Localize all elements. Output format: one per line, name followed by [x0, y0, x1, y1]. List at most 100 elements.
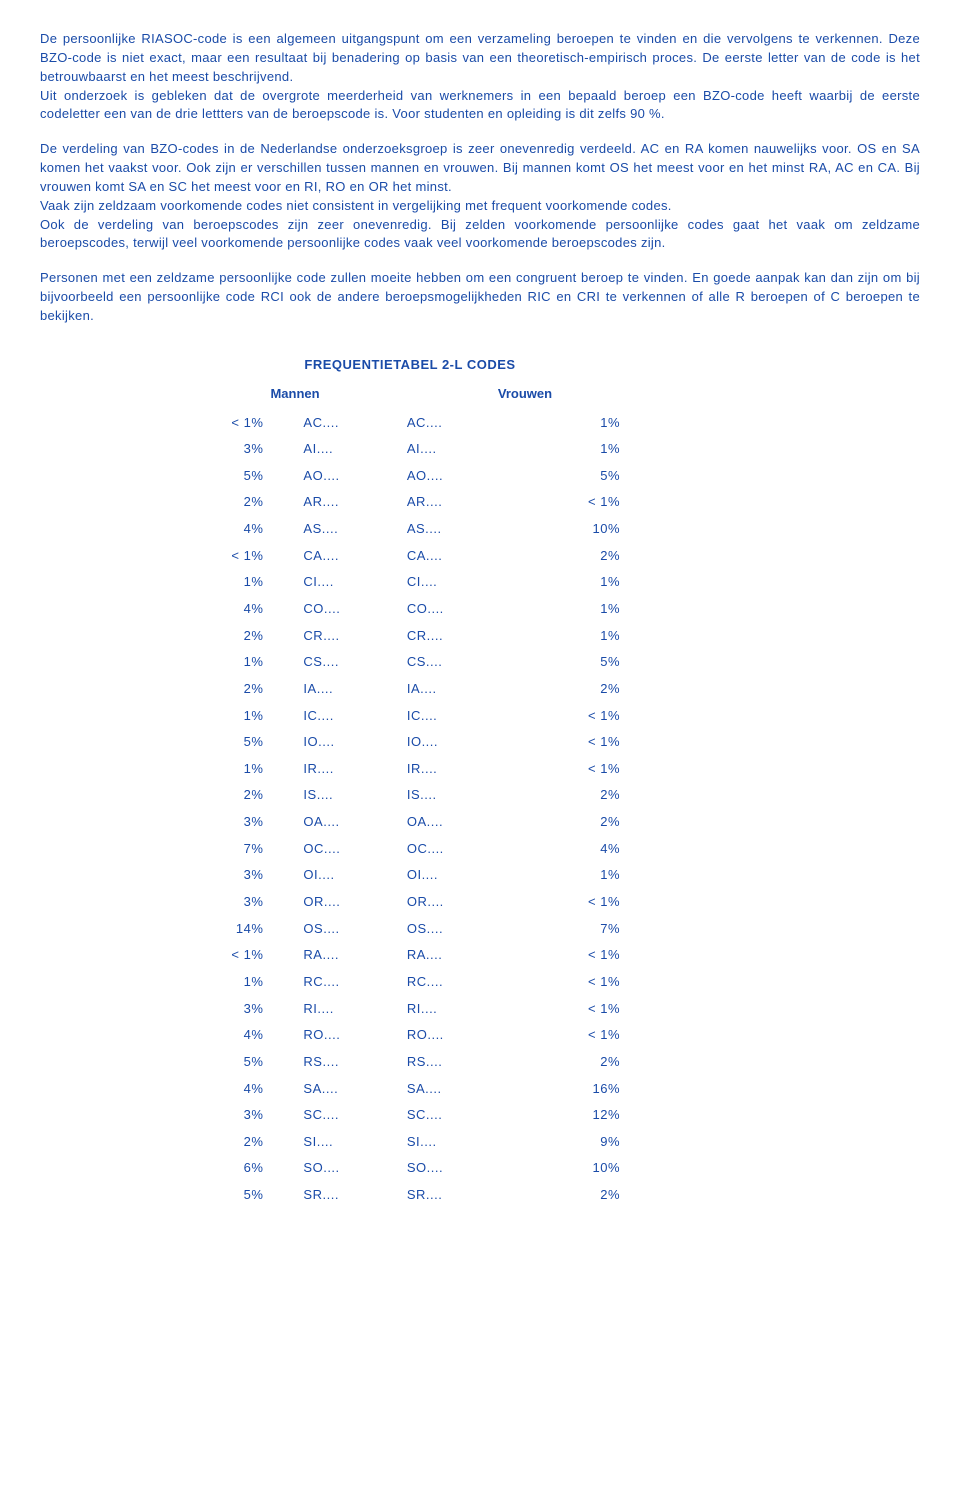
men-percent: 5%	[180, 729, 303, 756]
code-men: IS....	[303, 782, 386, 809]
table-row: 4%AS....AS....10%	[180, 516, 640, 543]
men-percent: 4%	[180, 1076, 303, 1103]
men-percent: 3%	[180, 1102, 303, 1129]
women-percent: 7%	[509, 916, 640, 943]
table-row: 2%SI....SI....9%	[180, 1129, 640, 1156]
men-percent: 2%	[180, 1129, 303, 1156]
code-men: SR....	[303, 1182, 386, 1209]
code-women: OA....	[387, 809, 509, 836]
women-percent: 2%	[509, 782, 640, 809]
women-percent: 5%	[509, 649, 640, 676]
women-percent: < 1%	[509, 729, 640, 756]
men-percent: < 1%	[180, 410, 303, 437]
table-row: 7%OC....OC....4%	[180, 836, 640, 863]
code-women: IR....	[387, 756, 509, 783]
code-men: CI....	[303, 569, 386, 596]
code-men: IC....	[303, 703, 386, 730]
men-percent: 7%	[180, 836, 303, 863]
table-row: 2%AR....AR....< 1%	[180, 489, 640, 516]
code-women: CO....	[387, 596, 509, 623]
women-percent: < 1%	[509, 942, 640, 969]
table-row: 3%OR....OR....< 1%	[180, 889, 640, 916]
code-men: CS....	[303, 649, 386, 676]
frequency-table: FREQUENTIETABEL 2-L CODES Mannen Vrouwen…	[180, 356, 920, 1209]
code-women: AR....	[387, 489, 509, 516]
table-row: 5%IO....IO....< 1%	[180, 729, 640, 756]
code-men: CA....	[303, 543, 386, 570]
code-women: SA....	[387, 1076, 509, 1103]
men-percent: 2%	[180, 489, 303, 516]
code-women: OC....	[387, 836, 509, 863]
men-percent: 2%	[180, 676, 303, 703]
code-men: CR....	[303, 623, 386, 650]
table-row: 4%CO....CO....1%	[180, 596, 640, 623]
code-women: RI....	[387, 996, 509, 1023]
table-row: 2%IS....IS....2%	[180, 782, 640, 809]
code-women: SR....	[387, 1182, 509, 1209]
women-percent: 2%	[509, 809, 640, 836]
men-percent: 1%	[180, 969, 303, 996]
code-men: IR....	[303, 756, 386, 783]
table-row: 3%OI....OI....1%	[180, 862, 640, 889]
code-women: SC....	[387, 1102, 509, 1129]
code-men: SC....	[303, 1102, 386, 1129]
code-women: RA....	[387, 942, 509, 969]
men-percent: 2%	[180, 782, 303, 809]
code-women: RC....	[387, 969, 509, 996]
code-men: SI....	[303, 1129, 386, 1156]
code-men: AC....	[303, 410, 386, 437]
table-row: 14%OS....OS....7%	[180, 916, 640, 943]
code-women: AO....	[387, 463, 509, 490]
men-percent: 3%	[180, 996, 303, 1023]
table-row: < 1%AC....AC....1%	[180, 410, 640, 437]
paragraph-4: Vaak zijn zeldzaam voorkomende codes nie…	[40, 197, 920, 216]
men-percent: 1%	[180, 756, 303, 783]
code-men: OC....	[303, 836, 386, 863]
table-row: 1%CS....CS....5%	[180, 649, 640, 676]
code-men: RI....	[303, 996, 386, 1023]
code-women: IA....	[387, 676, 509, 703]
code-women: SI....	[387, 1129, 509, 1156]
header-women: Vrouwen	[410, 385, 640, 404]
table-row: < 1%CA....CA....2%	[180, 543, 640, 570]
code-women: IO....	[387, 729, 509, 756]
women-percent: < 1%	[509, 703, 640, 730]
women-percent: 1%	[509, 596, 640, 623]
table-row: 1%RC....RC....< 1%	[180, 969, 640, 996]
table-row: 2%IA....IA....2%	[180, 676, 640, 703]
women-percent: 10%	[509, 516, 640, 543]
code-women: CI....	[387, 569, 509, 596]
code-women: IS....	[387, 782, 509, 809]
table-row: 4%RO....RO....< 1%	[180, 1022, 640, 1049]
code-men: OR....	[303, 889, 386, 916]
code-men: AI....	[303, 436, 386, 463]
women-percent: 2%	[509, 1049, 640, 1076]
table-row: 3%SC....SC....12%	[180, 1102, 640, 1129]
paragraph-2: Uit onderzoek is gebleken dat de overgro…	[40, 87, 920, 125]
men-percent: 3%	[180, 862, 303, 889]
table-row: 3%AI....AI....1%	[180, 436, 640, 463]
header-men: Mannen	[180, 385, 410, 404]
table-row: 1%IR....IR....< 1%	[180, 756, 640, 783]
table-body: < 1%AC....AC....1%3%AI....AI....1%5%AO..…	[180, 410, 920, 1209]
code-women: AI....	[387, 436, 509, 463]
women-percent: 10%	[509, 1155, 640, 1182]
code-men: OS....	[303, 916, 386, 943]
men-percent: 4%	[180, 516, 303, 543]
code-women: AS....	[387, 516, 509, 543]
code-women: RS....	[387, 1049, 509, 1076]
table-row: 3%RI....RI....< 1%	[180, 996, 640, 1023]
men-percent: 2%	[180, 623, 303, 650]
code-men: AO....	[303, 463, 386, 490]
code-men: RO....	[303, 1022, 386, 1049]
women-percent: 2%	[509, 1182, 640, 1209]
men-percent: 1%	[180, 649, 303, 676]
table-row: 6%SO....SO....10%	[180, 1155, 640, 1182]
code-women: RO....	[387, 1022, 509, 1049]
men-percent: 5%	[180, 1049, 303, 1076]
men-percent: < 1%	[180, 942, 303, 969]
women-percent: 12%	[509, 1102, 640, 1129]
table-row: 3%OA....OA....2%	[180, 809, 640, 836]
code-women: IC....	[387, 703, 509, 730]
code-men: OI....	[303, 862, 386, 889]
